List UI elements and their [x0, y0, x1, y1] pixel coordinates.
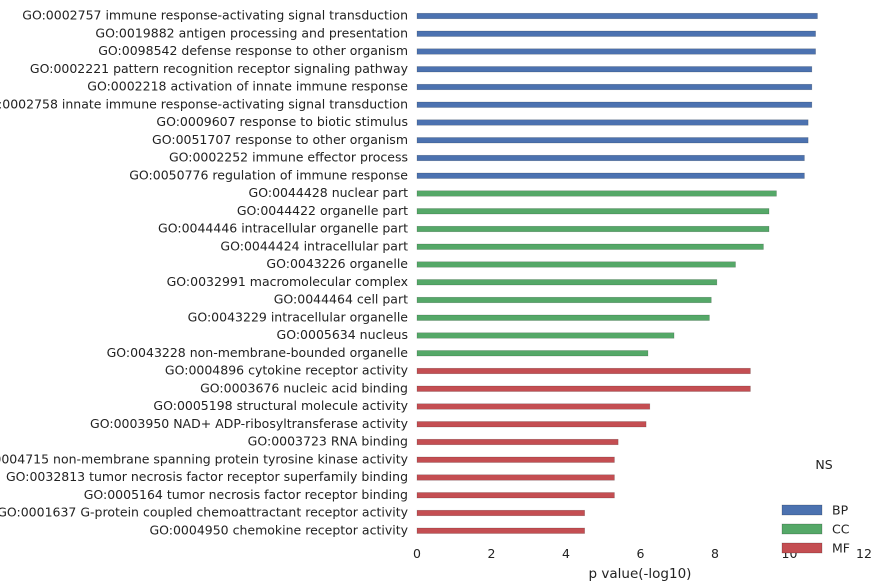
category-label: GO:0005634 nucleus	[277, 327, 408, 342]
category-label: GO:0002757 immune response-activating si…	[22, 8, 408, 23]
bar-mf	[416, 421, 647, 428]
category-label: GO:0005198 structural molecule activity	[153, 398, 408, 413]
category-label: GO:0098542 defense response to other org…	[98, 43, 408, 58]
category-label: GO:0005164 tumor necrosis factor recepto…	[84, 487, 408, 502]
category-label: GO:0004950 chemokine receptor activity	[149, 522, 408, 537]
bar-mf	[416, 403, 651, 410]
category-label: GO:0019882 antigen processing and presen…	[95, 25, 408, 40]
legend-label-cc: CC	[832, 522, 850, 537]
bar-bp	[416, 137, 809, 144]
bar-bp	[416, 101, 813, 108]
bar-mf	[416, 527, 585, 534]
legend-label-mf: MF	[832, 541, 850, 556]
bar-cc	[416, 261, 736, 268]
x-tick-label: 12	[856, 546, 872, 561]
category-label: GO:0044428 nuclear part	[249, 185, 409, 200]
bar-mf	[416, 385, 751, 392]
bar-bp	[416, 48, 816, 55]
category-label: GO:0044446 intracellular organelle part	[158, 221, 408, 236]
category-labels: GO:0002757 immune response-activating si…	[0, 8, 409, 538]
category-label: GO:0044464 cell part	[274, 292, 408, 307]
bar-cc	[416, 314, 710, 321]
category-label: GO:0032991 macromolecular complex	[167, 274, 408, 289]
x-tick-label: 4	[562, 546, 570, 561]
bar-cc	[416, 243, 764, 250]
category-label: GO:0043226 organelle	[266, 256, 408, 271]
bar-cc	[416, 296, 712, 304]
category-label: GO:0002218 activation of innate immune r…	[87, 79, 408, 94]
bar-cc	[416, 208, 770, 215]
category-label: GO:0043228 non-membrane-bounded organell…	[107, 345, 409, 360]
bar-bp	[416, 12, 818, 20]
bar-cc	[416, 190, 777, 197]
x-tick-label: 8	[711, 546, 719, 561]
bar-mf	[416, 456, 615, 463]
legend-swatch-mf	[781, 542, 823, 554]
category-label: GO:0003676 nucleic acid binding	[200, 380, 408, 395]
category-label: GO:0001637 G-protein coupled chemoattrac…	[0, 505, 409, 520]
bar-bp	[416, 172, 805, 179]
bar-bp	[416, 30, 816, 37]
category-label: GO:0032813 tumor necrosis factor recepto…	[6, 469, 408, 484]
bar-mf	[416, 438, 619, 446]
bar-mf	[416, 474, 615, 481]
category-label: GO:0044424 intracellular part	[220, 238, 408, 253]
category-label: GO:0050776 regulation of immune response	[129, 167, 408, 182]
bar-bp	[416, 83, 813, 91]
category-label: GO:0043229 intracellular organelle	[188, 309, 409, 324]
bar-bp	[416, 66, 813, 73]
category-label: GO:0004715 non-membrane spanning protein…	[0, 451, 409, 466]
bar-cc	[416, 332, 675, 339]
bar-cc	[416, 350, 649, 357]
x-tick-label: 0	[413, 546, 421, 561]
category-label: GO:0002221 pattern recognition receptor …	[30, 61, 409, 76]
category-label: GO:0002252 immune effector process	[169, 150, 408, 165]
category-label: GO:0009607 response to biotic stimulus	[156, 114, 408, 129]
category-label: GO:0002758 innate immune response-activa…	[0, 96, 408, 111]
bar-cc	[416, 225, 770, 233]
bar-mf	[416, 492, 615, 499]
legend-swatch-cc	[781, 523, 823, 535]
legend: NS BP CC MF	[781, 457, 850, 556]
category-label: GO:0044422 organelle part	[237, 203, 408, 218]
legend-label-bp: BP	[832, 503, 849, 518]
category-label: GO:0003723 RNA binding	[248, 434, 408, 449]
x-tick-label: 2	[488, 546, 496, 561]
bar-cc	[416, 279, 718, 286]
bar-bp	[416, 119, 809, 126]
legend-title: NS	[815, 457, 832, 472]
bar-bp	[416, 154, 805, 162]
category-label: GO:0003950 NAD+ ADP-ribosyltransferase a…	[90, 416, 409, 431]
x-tick-label: 6	[637, 546, 645, 561]
x-axis-title: p value(-log10)	[589, 566, 692, 582]
bar-mf	[416, 509, 585, 517]
bar-mf	[416, 367, 751, 375]
category-label: GO:0004896 cytokine receptor activity	[165, 363, 409, 378]
category-label: GO:0051707 response to other organism	[152, 132, 408, 147]
legend-swatch-bp	[781, 504, 823, 516]
bars-layer	[416, 12, 818, 534]
